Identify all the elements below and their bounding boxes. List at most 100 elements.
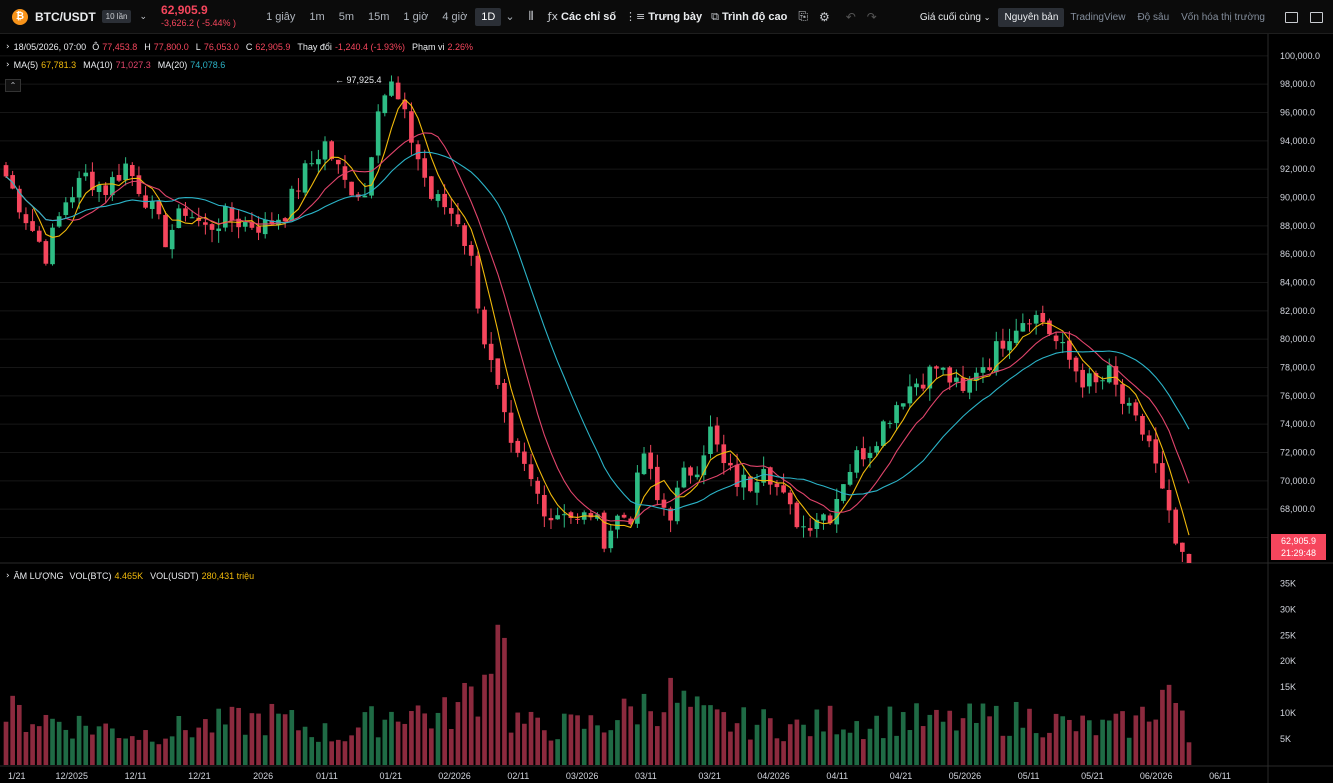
candle-body (920, 384, 926, 389)
indicators-label: Các chỉ số (561, 10, 617, 23)
chevron-down-icon[interactable]: ⌄ (139, 11, 148, 22)
volume-bar (442, 697, 447, 765)
candle-body (30, 221, 35, 231)
candle-body (801, 526, 806, 528)
candle-body (674, 487, 680, 522)
fullscreen-icon[interactable] (1285, 11, 1298, 23)
volume-bar (993, 705, 999, 765)
collapse-legend-button[interactable]: ⌃ (5, 79, 21, 92)
volume-bar (874, 715, 879, 765)
candle-body (867, 453, 873, 458)
volume-bar (1020, 727, 1026, 765)
range-label: Phạm vi (411, 42, 445, 52)
timeframe-1s[interactable]: 1 giây (266, 10, 296, 23)
volume-bar (70, 738, 75, 765)
volume-bar (568, 714, 574, 765)
timeframe-more-chevron-icon[interactable]: ⌄ (505, 10, 515, 23)
close-label: C (245, 42, 253, 52)
layout-button[interactable]: ⋮≡ Trưng bày (625, 10, 702, 23)
time-tick-label: 05/21 (1081, 771, 1104, 781)
time-axis: 1/21 12/2025 12/11 12/21 2026 01/11 01/21 02/20… (8, 771, 1231, 781)
candle-body (568, 512, 574, 518)
view-tab-original[interactable]: Nguyên bản (998, 7, 1065, 27)
timeframe-1m[interactable]: 1m (309, 10, 325, 23)
candle-body (495, 358, 501, 385)
candle-body (369, 157, 374, 196)
settings-gear-icon[interactable]: ⚙ (818, 9, 830, 24)
price-tick-label: 80,000.0 (1280, 334, 1315, 344)
redo-icon[interactable]: ↷ (866, 9, 877, 24)
candle-body (907, 386, 913, 404)
view-tab-market-cap[interactable]: Vốn hóa thị trường (1181, 11, 1265, 23)
candle-body (535, 480, 541, 494)
layout-icon: ⋮≡ (625, 10, 646, 23)
volume-bar (189, 737, 195, 765)
timeframe-15m[interactable]: 15m (367, 10, 390, 23)
legend-collapse-chevron-icon[interactable]: › (6, 42, 10, 52)
ma20-label: MA(20) (157, 60, 188, 70)
candle-body (714, 425, 720, 445)
chart-type-candles-icon[interactable]: ⫴ (528, 9, 534, 23)
candle-body (648, 452, 653, 469)
volume-bar (914, 703, 919, 765)
candle-body (794, 502, 800, 528)
timeframe-5m[interactable]: 5m (338, 10, 354, 23)
view-tab-depth[interactable]: Độ sâu (1137, 11, 1170, 23)
window-layout-icon[interactable] (1310, 11, 1323, 23)
volume-bar (781, 741, 786, 765)
open-value: 77,453.8 (102, 42, 138, 52)
timeframe-selector: 1 giây 1m 5m 15m 1 giờ 4 giờ 1D ⌄ (260, 7, 517, 26)
volume-bar (588, 715, 594, 765)
price-type-chevron-icon: ⌄ (983, 12, 991, 22)
volume-bar (947, 710, 953, 765)
advanced-chart-icon: ⧉ (711, 9, 719, 23)
timeframe-1d[interactable]: 1D (475, 7, 502, 26)
volume-bar (973, 722, 979, 765)
vol-usdt-label: VOL(USDT) (150, 571, 199, 581)
symbol-selector[interactable]: ₿ BTC/USDT 10 lần ⌄ (0, 8, 148, 25)
candle-body (23, 214, 29, 224)
timeframe-4h[interactable]: 4 giờ (442, 10, 468, 23)
view-tab-tradingview[interactable]: TradingView (1070, 11, 1126, 23)
volume-bar (209, 732, 215, 765)
volume-legend: › ÂM LƯỢNG VOL(BTC) 4.465K VOL(USDT) 280… (6, 571, 261, 581)
undo-icon[interactable]: ↶ (845, 9, 856, 24)
current-price-tag-countdown: 21:29:48 (1280, 548, 1317, 558)
candle-body (156, 201, 162, 215)
volume-bar (1153, 719, 1159, 765)
price-tick-label: 72,000.0 (1280, 448, 1315, 458)
advanced-button[interactable]: ⧉ Trình độ cao (711, 10, 787, 24)
volume-bar (907, 730, 913, 765)
price-type-dropdown[interactable]: Giá cuối cùng ⌄ (920, 12, 991, 23)
timeframe-1h[interactable]: 1 giờ (403, 10, 429, 23)
symbol-name[interactable]: BTC/USDT (35, 9, 96, 24)
time-tick-label: 02/2026 (438, 771, 471, 781)
candle-body (1120, 384, 1125, 404)
volume-bar (694, 696, 700, 765)
screenshot-icon[interactable]: ⎘ (798, 9, 808, 23)
volume-bar (575, 715, 580, 765)
indicators-button[interactable]: ƒx Các chỉ số (548, 10, 616, 23)
top-toolbar: ₿ BTC/USDT 10 lần ⌄ 62,905.9 -3,626.2 ( … (0, 0, 1333, 34)
candle-body (847, 471, 853, 485)
volume-bar (495, 624, 501, 765)
volume-bar (488, 673, 494, 765)
candle-body (149, 201, 155, 209)
candle-body (841, 484, 846, 501)
ma-collapse-chevron-icon[interactable]: › (6, 60, 10, 70)
price-tick-label: 70,000.0 (1280, 476, 1315, 486)
volume-bar (129, 736, 135, 765)
volume-collapse-chevron-icon[interactable]: › (6, 571, 10, 581)
candle-body (701, 455, 707, 476)
volume-bar (1086, 720, 1092, 765)
candle-body (555, 515, 560, 520)
high-label: H (144, 42, 151, 52)
volume-bar (628, 706, 634, 765)
price-tick-label: 98,000.0 (1280, 79, 1315, 89)
candle-body (242, 221, 248, 227)
candle-body (329, 141, 334, 160)
volume-bar (156, 744, 162, 765)
price-summary: 62,905.9 -3,626.2 ( -5.44% ) (161, 3, 236, 30)
volume-bar (728, 731, 733, 765)
